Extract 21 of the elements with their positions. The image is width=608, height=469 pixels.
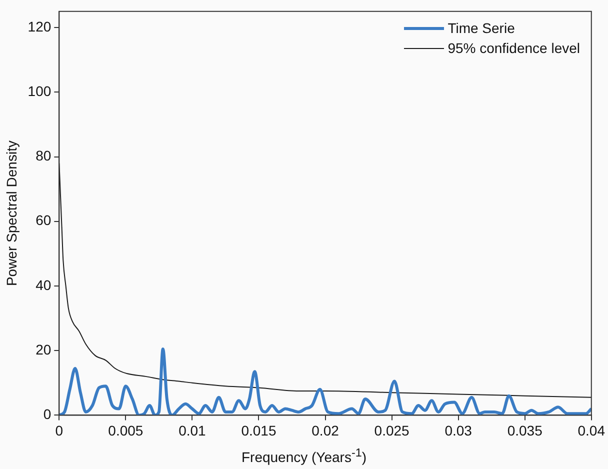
legend-label: Time Serie	[448, 19, 515, 38]
x-tick-label: 0.035	[507, 422, 543, 438]
y-tick-label: 0	[43, 406, 52, 422]
y-axis-title: Power Spectral Density	[3, 140, 20, 286]
y-tick-label: 20	[36, 341, 52, 358]
x-tick-label: 0.03	[444, 422, 472, 438]
x-tick-label: 0.025	[374, 422, 410, 438]
x-tick-label: 0.01	[178, 422, 206, 438]
y-tick-label: 100	[28, 83, 52, 100]
x-tick-label: 0.015	[241, 422, 276, 438]
x-tick-label: 0.02	[312, 422, 340, 438]
y-tick-label: 80	[36, 148, 52, 164]
line-series	[59, 162, 592, 398]
x-tick-label: 0.005	[108, 422, 144, 438]
y-tick-label: 40	[36, 276, 52, 293]
x-tick-label: 0	[55, 422, 64, 438]
y-tick-label: 60	[36, 212, 52, 228]
legend-label: 95% confidence level	[448, 39, 580, 58]
x-axis-title: Frequency (Years$^{-1}$)	[241, 446, 367, 465]
x-tick-label: 0.04	[578, 422, 606, 438]
y-tick-label: 120	[28, 18, 52, 34]
